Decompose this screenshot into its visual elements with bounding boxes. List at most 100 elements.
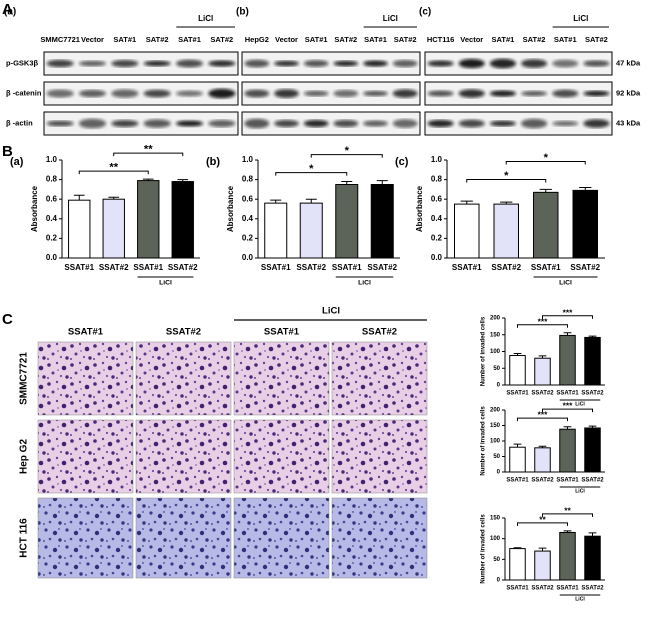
y-tick-label: 0.6 bbox=[242, 194, 254, 203]
bar bbox=[584, 336, 601, 386]
lane-label: SAT#2 bbox=[585, 35, 608, 44]
blot-strip bbox=[43, 111, 239, 136]
error-bar bbox=[538, 355, 547, 359]
x-tick-label: SSAT#2 bbox=[531, 391, 554, 397]
y-tick-label: 50 bbox=[493, 366, 500, 372]
error-bar bbox=[142, 178, 154, 181]
significance-mark: *** bbox=[538, 410, 549, 420]
micrograph bbox=[233, 419, 330, 494]
blot-band bbox=[303, 119, 329, 128]
chart-tag: (a) bbox=[10, 156, 24, 168]
significance-mark: *** bbox=[538, 316, 549, 326]
group-label: LiCl bbox=[383, 14, 398, 23]
significance-bracket bbox=[542, 315, 593, 319]
blot-band bbox=[175, 90, 204, 97]
lane-label: Vector bbox=[275, 35, 298, 44]
chart-tag: (c) bbox=[395, 156, 409, 168]
blot-band bbox=[46, 120, 74, 127]
lane-label: HCT116 bbox=[427, 35, 455, 44]
y-axis-label: Number of invaded cells bbox=[481, 406, 487, 476]
x-tick-label: SSAT#1 bbox=[261, 263, 291, 272]
bar bbox=[572, 189, 598, 259]
significance-bracket bbox=[505, 160, 586, 165]
error-bar bbox=[73, 194, 85, 201]
lane-label: SAT#1 bbox=[554, 35, 577, 44]
bar bbox=[370, 184, 394, 259]
bar bbox=[584, 427, 601, 473]
x-tick-label: SSAT#2 bbox=[491, 263, 521, 272]
error-bar bbox=[588, 335, 597, 338]
group-label: LiCl bbox=[575, 597, 585, 603]
micrograph bbox=[135, 341, 232, 416]
lane-label: SAT#2 bbox=[210, 35, 233, 44]
bar bbox=[559, 428, 576, 473]
error-bar bbox=[538, 445, 547, 448]
significance-mark: * bbox=[504, 170, 509, 182]
blot-row-label: β -actin bbox=[6, 118, 33, 127]
error-bar bbox=[588, 425, 597, 428]
bar bbox=[534, 357, 551, 386]
y-tick-label: 0.0 bbox=[46, 253, 58, 262]
bar bbox=[534, 550, 551, 581]
y-tick-label: 1.0 bbox=[242, 155, 254, 164]
blot-band bbox=[78, 60, 107, 67]
micrograph bbox=[135, 497, 232, 579]
blot-size-label: 43 kDa bbox=[616, 118, 641, 127]
chart-tag: (b) bbox=[206, 156, 220, 168]
significance-bracket bbox=[275, 172, 348, 176]
blot-band bbox=[489, 120, 517, 127]
y-tick-label: 0.0 bbox=[242, 253, 254, 262]
x-tick-label: SSAT#1 bbox=[133, 263, 163, 272]
y-tick-label: 0 bbox=[497, 470, 501, 476]
lane-label: SAT#1 bbox=[113, 35, 136, 44]
error-bar bbox=[563, 530, 572, 533]
micrograph bbox=[37, 341, 134, 416]
blot-band bbox=[244, 118, 270, 129]
x-tick-label: SSAT#2 bbox=[99, 263, 129, 272]
group-label: LiCl bbox=[198, 14, 213, 23]
lane-label: Vector bbox=[81, 35, 104, 44]
blot-band bbox=[208, 88, 236, 99]
error-bar bbox=[563, 426, 572, 430]
blot-band bbox=[333, 60, 359, 67]
y-tick-label: 0 bbox=[497, 578, 501, 584]
blot-size-label: 92 kDa bbox=[616, 88, 641, 97]
error-bar bbox=[270, 199, 282, 204]
significance-mark: ** bbox=[144, 143, 153, 155]
blot-tag: (c) bbox=[419, 7, 431, 18]
significance-mark: * bbox=[544, 152, 549, 164]
y-tick-label: 0.6 bbox=[431, 194, 443, 203]
blot-size-label: 47 kDa bbox=[616, 58, 641, 67]
y-tick-label: 0 bbox=[497, 383, 501, 389]
blot-strip bbox=[424, 51, 613, 76]
error-bar bbox=[341, 181, 353, 185]
x-tick-label: SSAT#1 bbox=[452, 263, 482, 272]
micrograph bbox=[37, 497, 134, 579]
lane-label: SAT#2 bbox=[146, 35, 169, 44]
micrograph bbox=[331, 497, 428, 579]
x-tick-label: SSAT#2 bbox=[581, 478, 604, 484]
blot-band bbox=[111, 89, 139, 98]
micrograph bbox=[37, 419, 134, 494]
y-tick-label: 1.0 bbox=[46, 155, 58, 164]
blot-band bbox=[458, 58, 485, 69]
y-tick-label: 50 bbox=[493, 454, 500, 460]
blot-band bbox=[143, 119, 171, 128]
panel-label: A bbox=[2, 1, 13, 18]
lane-label: SAT#2 bbox=[523, 35, 546, 44]
x-tick-label: SSAT#2 bbox=[581, 586, 604, 592]
blot-band bbox=[333, 119, 359, 128]
significance-bracket bbox=[542, 408, 593, 413]
blot-band bbox=[333, 89, 359, 98]
lane-label: SAT#1 bbox=[178, 35, 201, 44]
bar bbox=[335, 184, 359, 259]
lane-label: SAT#1 bbox=[492, 35, 515, 44]
significance-mark: ** bbox=[564, 505, 571, 515]
error-bar bbox=[177, 179, 189, 182]
error-bar bbox=[563, 332, 572, 336]
bar bbox=[171, 181, 194, 259]
y-axis-label: Absorbance bbox=[415, 185, 424, 232]
x-tick-label: SSAT#2 bbox=[531, 586, 554, 592]
blot-band bbox=[274, 119, 299, 128]
